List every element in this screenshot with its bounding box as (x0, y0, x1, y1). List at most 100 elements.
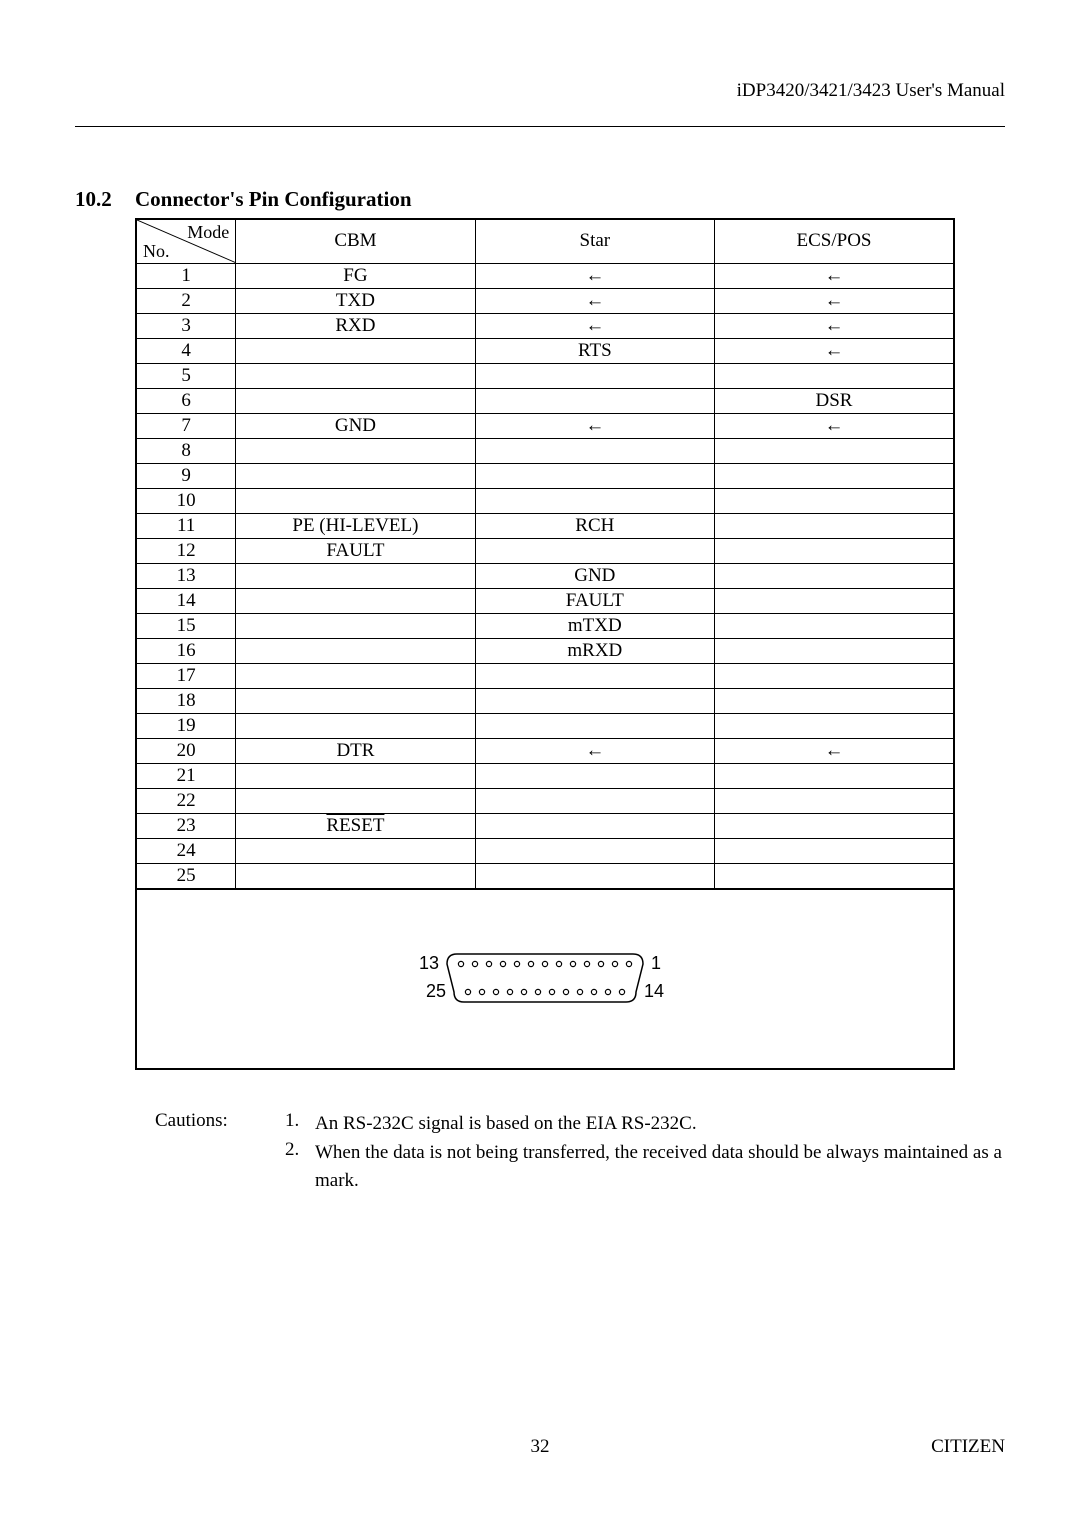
cell-cbm (236, 838, 475, 863)
cautions-label: Cautions: (155, 1110, 285, 1197)
connector-diagram-area: 1312514 (135, 890, 955, 1070)
table-row: 16 mRXD (136, 638, 954, 663)
cell-no: 5 (136, 363, 236, 388)
cell-ecs (715, 438, 954, 463)
cell-star (475, 713, 714, 738)
cell-star (475, 463, 714, 488)
cell-cbm: FG (236, 263, 475, 288)
cell-star (475, 688, 714, 713)
cell-cbm (236, 563, 475, 588)
header-right: iDP3420/3421/3423 User's Manual (75, 80, 1005, 102)
cell-cbm (236, 488, 475, 513)
cell-star (475, 538, 714, 563)
cell-ecs: ← (715, 413, 954, 438)
cell-star (475, 788, 714, 813)
cell-ecs (715, 588, 954, 613)
cell-cbm (236, 363, 475, 388)
cell-star: ← (475, 313, 714, 338)
cell-cbm (236, 763, 475, 788)
table-row: 4RTS← (136, 338, 954, 363)
header-rule (75, 126, 1005, 127)
table-row: 23RESET (136, 813, 954, 838)
table-row: 2TXD←← (136, 288, 954, 313)
table-row: 12FAULT (136, 538, 954, 563)
cell-no: 6 (136, 388, 236, 413)
svg-text:1: 1 (651, 952, 661, 972)
cell-star: ← (475, 738, 714, 763)
cell-ecs: ← (715, 313, 954, 338)
pin-config-table: Mode No. CBM Star ECS/POS 1FG←←2TXD←←3RX… (135, 218, 955, 890)
cell-ecs (715, 688, 954, 713)
col-header-cbm: CBM (236, 219, 475, 263)
table-row: 7GND←← (136, 413, 954, 438)
cell-no: 13 (136, 563, 236, 588)
cell-no: 12 (136, 538, 236, 563)
table-row: 20DTR←← (136, 738, 954, 763)
cell-cbm (236, 863, 475, 889)
table-row: 19 (136, 713, 954, 738)
caution-item: 2.When the data is not being transferred… (285, 1139, 1005, 1194)
cell-no: 21 (136, 763, 236, 788)
table-corner-cell: Mode No. (136, 219, 236, 263)
cell-no: 10 (136, 488, 236, 513)
cell-no: 25 (136, 863, 236, 889)
footer: 32 CITIZEN (75, 1436, 1005, 1458)
table-row: 17 (136, 663, 954, 688)
cell-no: 1 (136, 263, 236, 288)
cell-cbm: TXD (236, 288, 475, 313)
cell-cbm (236, 338, 475, 363)
table-row: 6 DSR (136, 388, 954, 413)
svg-text:13: 13 (419, 952, 439, 972)
cell-ecs: ← (715, 263, 954, 288)
cell-no: 7 (136, 413, 236, 438)
cell-star (475, 838, 714, 863)
cell-star: ← (475, 263, 714, 288)
cell-no: 2 (136, 288, 236, 313)
cell-ecs: ← (715, 288, 954, 313)
cell-cbm (236, 438, 475, 463)
cell-ecs: DSR (715, 388, 954, 413)
cell-no: 4 (136, 338, 236, 363)
cell-star (475, 438, 714, 463)
page: iDP3420/3421/3423 User's Manual 10.2 Con… (0, 0, 1080, 1528)
cell-ecs (715, 838, 954, 863)
cell-star (475, 863, 714, 889)
cell-no: 20 (136, 738, 236, 763)
cell-no: 3 (136, 313, 236, 338)
table-row: 25 (136, 863, 954, 889)
table-row: 14FAULT (136, 588, 954, 613)
table-row: 24 (136, 838, 954, 863)
cell-ecs (715, 763, 954, 788)
cell-cbm (236, 588, 475, 613)
caution-text: An RS-232C signal is based on the EIA RS… (315, 1110, 1005, 1138)
cell-star (475, 663, 714, 688)
table-row: 3RXD←← (136, 313, 954, 338)
svg-text:14: 14 (644, 980, 664, 1000)
cell-star: mRXD (475, 638, 714, 663)
cell-cbm (236, 463, 475, 488)
table-row: 22 (136, 788, 954, 813)
cell-no: 14 (136, 588, 236, 613)
cell-cbm: FAULT (236, 538, 475, 563)
table-row: 11PE (HI-LEVEL)RCH (136, 513, 954, 538)
cell-no: 19 (136, 713, 236, 738)
cell-no: 16 (136, 638, 236, 663)
col-header-star: Star (475, 219, 714, 263)
cell-ecs (715, 638, 954, 663)
cell-ecs (715, 463, 954, 488)
cell-ecs: ← (715, 338, 954, 363)
cell-ecs (715, 363, 954, 388)
cell-ecs (715, 713, 954, 738)
cell-star (475, 763, 714, 788)
cell-star: mTXD (475, 613, 714, 638)
page-number: 32 (75, 1436, 1005, 1458)
cell-cbm (236, 713, 475, 738)
cautions-list: 1.An RS-232C signal is based on the EIA … (285, 1110, 1005, 1197)
cell-star (475, 488, 714, 513)
table-row: 21 (136, 763, 954, 788)
cell-star (475, 363, 714, 388)
cell-star: ← (475, 288, 714, 313)
cell-cbm (236, 788, 475, 813)
cell-ecs (715, 813, 954, 838)
section-heading: 10.2 Connector's Pin Configuration (75, 187, 1005, 212)
